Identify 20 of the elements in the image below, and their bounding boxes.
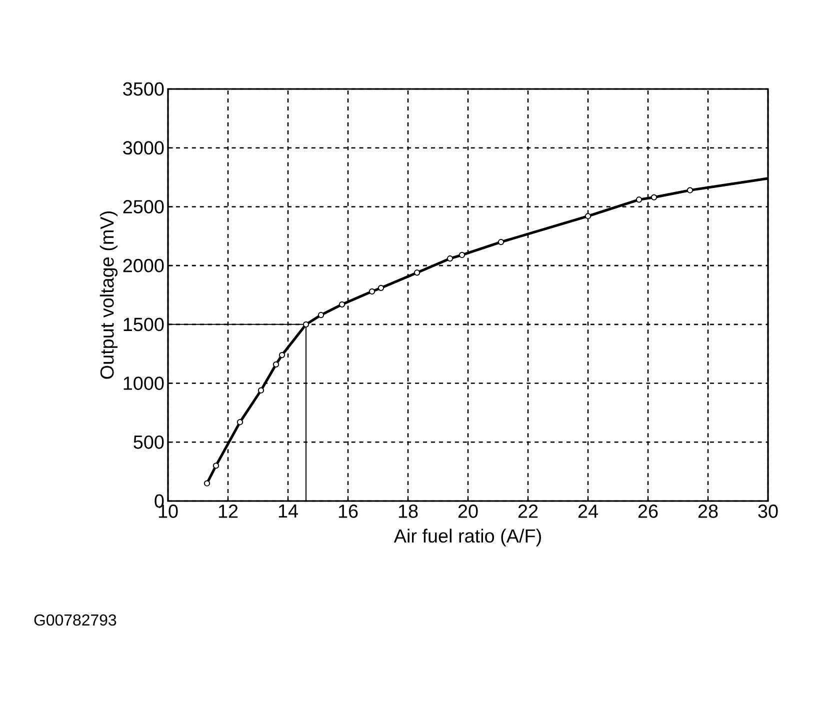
y-axis-title: Output voltage (mV) xyxy=(100,212,118,379)
x-tick-label: 14 xyxy=(278,504,298,518)
text: G00782793 xyxy=(34,614,116,626)
x-tick-label: 28 xyxy=(698,504,718,518)
x-tick-label: 12 xyxy=(218,504,238,518)
y-tick-label: 2500 xyxy=(123,200,164,214)
y-tick-label: 1000 xyxy=(124,376,164,390)
y-tick-label: 3000 xyxy=(123,141,164,155)
x-tick-label: 24 xyxy=(578,504,598,518)
x-tick-label: 20 xyxy=(458,504,478,518)
y-tick-label: 1500 xyxy=(124,318,164,332)
x-tick-label: 16 xyxy=(338,504,358,518)
x-tick-label: 18 xyxy=(398,504,418,518)
x-tick-label: 30 xyxy=(758,504,778,518)
x-axis-title: Air fuel ratio (A/F) xyxy=(394,528,541,546)
x-tick-label: 22 xyxy=(518,504,538,518)
y-tick-label: 3500 xyxy=(123,82,164,96)
y-tick-label: 2000 xyxy=(123,258,164,272)
x-tick-label: 26 xyxy=(638,504,658,518)
y-tick-label: 500 xyxy=(134,435,164,449)
